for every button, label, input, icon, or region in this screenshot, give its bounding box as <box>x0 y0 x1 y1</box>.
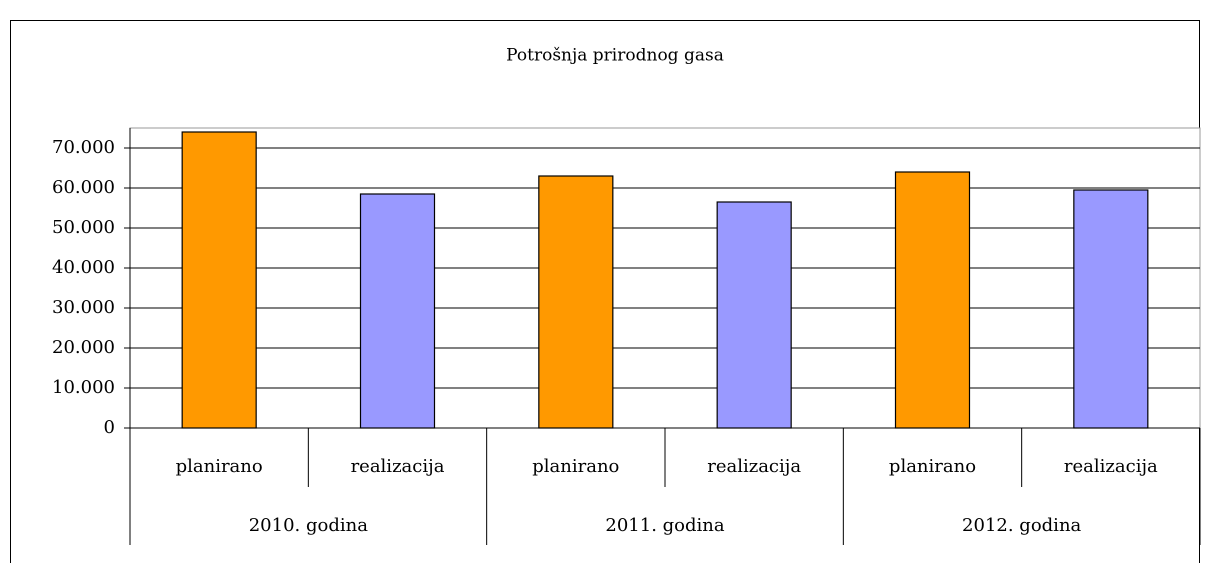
y-tick-label: 50.000 <box>52 217 115 238</box>
plot-area <box>129 127 1201 429</box>
x-tick-label: planirano <box>889 456 976 477</box>
y-tick-label: 40.000 <box>52 257 115 278</box>
x-tick-label: realizacija <box>351 456 445 477</box>
x-tick-label: realizacija <box>707 456 801 477</box>
y-tick-label: 30.000 <box>52 297 115 318</box>
y-tick-label: 60.000 <box>52 177 115 198</box>
group-label: 2010. godina <box>249 515 368 536</box>
y-tick-label: 0 <box>104 417 115 438</box>
bar <box>359 193 436 429</box>
bar <box>1073 189 1149 429</box>
bar <box>181 131 257 429</box>
group-label: 2012. godina <box>962 515 1081 536</box>
y-tick-label: 20.000 <box>52 337 115 358</box>
x-tick-label: realizacija <box>1064 456 1158 477</box>
y-tick-label: 10.000 <box>52 377 115 398</box>
bar <box>538 175 614 429</box>
bar <box>894 171 971 429</box>
chart-title: Potrošnja prirodnog gasa <box>506 46 724 66</box>
x-tick-label: planirano <box>176 456 263 477</box>
bar <box>716 201 792 429</box>
x-tick-label: planirano <box>532 456 619 477</box>
group-label: 2011. godina <box>605 515 724 536</box>
y-tick-label: 70.000 <box>52 137 115 158</box>
